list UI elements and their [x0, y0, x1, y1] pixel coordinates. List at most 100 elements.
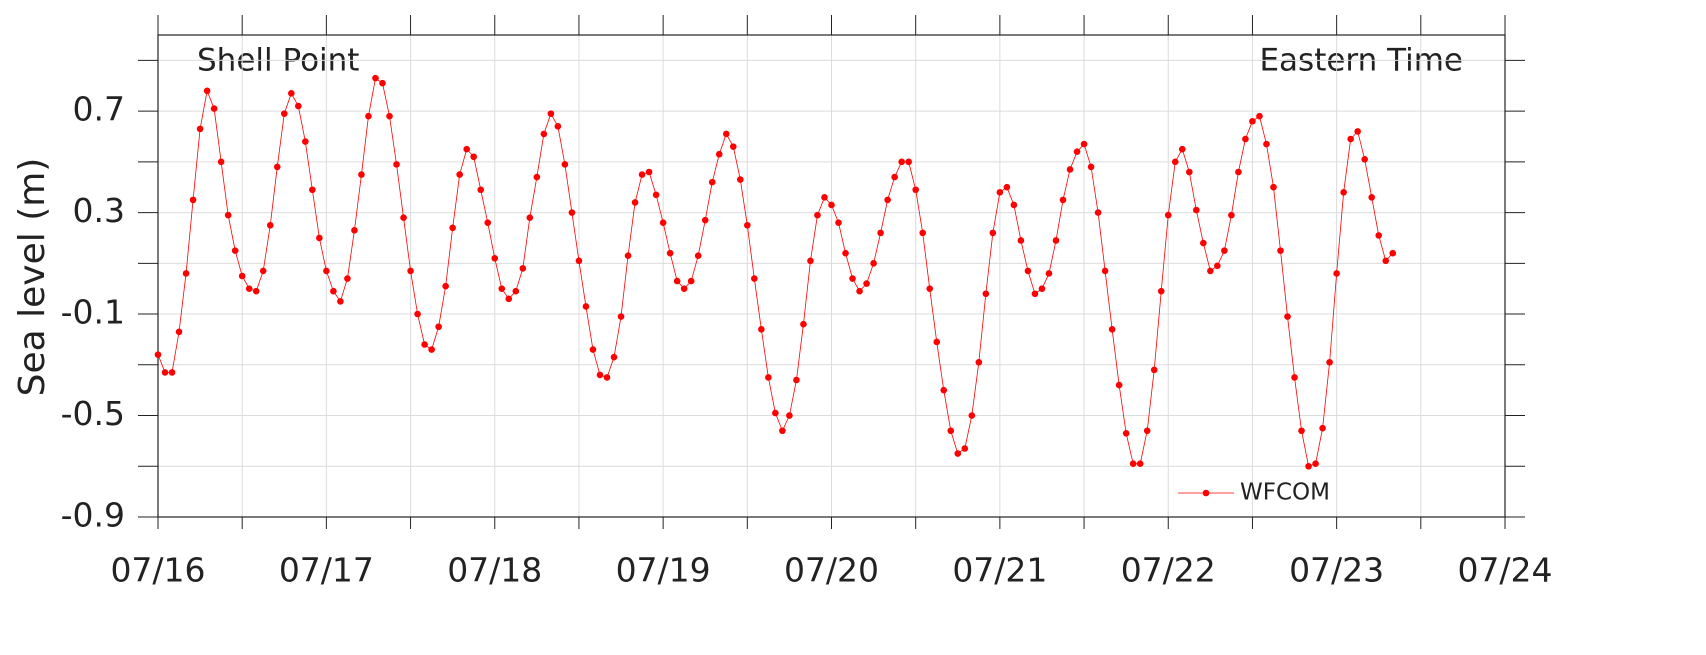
data-point: [800, 320, 807, 328]
data-point: [231, 247, 239, 254]
data-point: [1284, 313, 1291, 320]
data-point: [1277, 247, 1284, 254]
data-point: [175, 328, 183, 336]
data-point: [856, 287, 863, 295]
data-point: [252, 287, 260, 295]
plot-frame: [157, 34, 1506, 518]
data-point: [849, 275, 856, 282]
data-point: [638, 171, 646, 178]
data-point: [400, 214, 407, 221]
data-point: [631, 199, 639, 206]
x-tick-label: 07/21: [952, 551, 1047, 590]
data-point: [484, 219, 492, 227]
data-point: [1382, 257, 1390, 265]
data-point: [1185, 168, 1193, 176]
data-point: [1122, 429, 1130, 437]
data-point: [302, 138, 309, 145]
data-point: [708, 178, 716, 186]
data-point: [659, 219, 667, 227]
data-point: [309, 186, 316, 194]
data-point: [1038, 285, 1046, 292]
data-point: [1312, 460, 1319, 468]
data-point: [1010, 201, 1018, 209]
data-point: [316, 234, 323, 242]
data-point: [491, 254, 499, 262]
data-point: [554, 123, 562, 130]
data-point: [1249, 117, 1256, 125]
data-point: [687, 277, 695, 285]
data-point: [968, 412, 976, 419]
data-point: [758, 325, 765, 333]
data-point: [807, 257, 814, 265]
data-point: [603, 374, 611, 381]
data-point: [568, 209, 576, 216]
data-point: [835, 219, 842, 227]
data-point: [1305, 462, 1312, 470]
data-point: [1157, 287, 1165, 295]
data-point: [828, 201, 835, 209]
data-point: [1228, 211, 1235, 219]
data-point: [1291, 374, 1298, 381]
data-point: [386, 112, 393, 120]
data-point: [259, 267, 267, 275]
data-point: [1031, 290, 1039, 298]
data-point: [821, 194, 828, 201]
data-point: [540, 130, 548, 138]
data-point: [245, 285, 253, 292]
data-point: [1136, 460, 1144, 468]
data-point: [224, 211, 232, 219]
data-point: [701, 216, 709, 224]
data-point: [407, 267, 414, 275]
data-point: [512, 287, 520, 295]
data-point: [154, 351, 162, 358]
data-point: [358, 171, 365, 178]
data-point: [280, 110, 288, 117]
data-point: [996, 188, 1004, 196]
data-point: [449, 224, 456, 232]
data-point: [1101, 267, 1109, 275]
data-point: [470, 153, 478, 161]
data-point: [680, 285, 688, 292]
data-point: [477, 186, 485, 194]
data-point: [1003, 183, 1011, 191]
data-point: [926, 285, 934, 292]
data-point: [1115, 381, 1123, 389]
data-point: [168, 369, 176, 376]
y-tick-label: -0.9: [61, 496, 125, 535]
data-point: [722, 130, 730, 138]
data-point: [182, 270, 190, 277]
data-point: [947, 427, 955, 435]
data-point: [505, 295, 513, 303]
data-point: [1024, 267, 1032, 275]
data-point: [442, 282, 449, 290]
data-point: [610, 353, 618, 361]
data-point: [765, 374, 772, 381]
data-point: [975, 358, 983, 366]
data-point: [1319, 424, 1326, 432]
data-point: [912, 186, 919, 194]
data-point: [1256, 112, 1263, 120]
data-point: [793, 376, 800, 384]
data-point: [919, 229, 927, 237]
data-point: [645, 168, 653, 176]
data-point: [1354, 128, 1361, 135]
data-point: [1143, 427, 1151, 435]
data-point: [751, 275, 758, 282]
x-tick-label: 07/16: [110, 551, 205, 590]
data-point: [589, 346, 597, 353]
data-point: [203, 87, 211, 95]
data-point: [736, 176, 744, 183]
data-point: [519, 265, 527, 272]
data-point: [1214, 262, 1221, 270]
data-point: [1361, 156, 1368, 163]
x-tick-label: 07/22: [1121, 551, 1216, 590]
y-axis-label: Sea level (m): [12, 158, 53, 397]
data-point: [1333, 270, 1340, 277]
data-point: [617, 313, 625, 320]
x-tick-label: 07/23: [1289, 551, 1384, 590]
data-point: [1221, 247, 1228, 254]
data-point: [1052, 237, 1060, 244]
data-point: [414, 310, 421, 318]
data-point: [393, 161, 400, 168]
